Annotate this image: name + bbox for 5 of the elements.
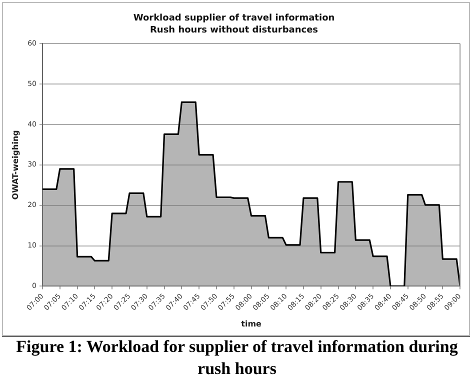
chart-subtitle: Rush hours without disturbances xyxy=(150,26,318,36)
y-axis-title: OWAT-weighing xyxy=(10,130,20,200)
caption: Figure 1: Workload for supplier of travel information during rush hours xyxy=(15,336,459,377)
chart-title: Workload supplier of travel information xyxy=(133,14,335,24)
x-axis-title: time xyxy=(241,319,262,328)
